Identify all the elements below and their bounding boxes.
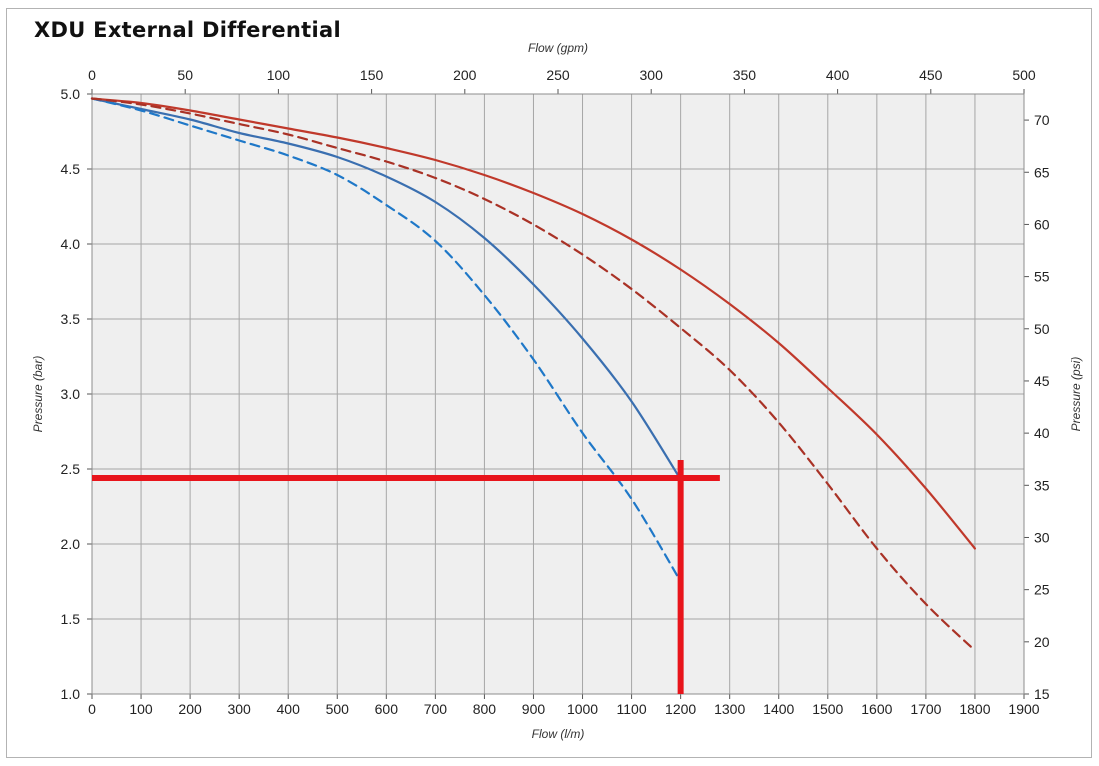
x2-axis-label: Flow (gpm) xyxy=(528,41,588,55)
x2-tick-label: 250 xyxy=(546,67,570,83)
series-line-1 xyxy=(90,97,682,481)
y2-tick-label: 55 xyxy=(1034,269,1050,285)
y-tick-label: 2.0 xyxy=(61,536,81,552)
x-tick-label: 1100 xyxy=(617,701,647,717)
series-lines xyxy=(90,97,976,652)
x-axis-label: Flow (l/m) xyxy=(532,727,585,741)
y-tick-label: 3.5 xyxy=(61,311,81,327)
x2-tick-label: 50 xyxy=(177,67,193,83)
x2-tick-label: 200 xyxy=(453,67,477,83)
x-tick-label: 700 xyxy=(424,701,448,717)
x2-tick-label: 450 xyxy=(919,67,943,83)
y-tick-label: 5.0 xyxy=(61,86,81,102)
y2-tick-label: 70 xyxy=(1034,112,1050,128)
x2-tick-label: 350 xyxy=(733,67,757,83)
x2-tick-label: 150 xyxy=(360,67,384,83)
y2-tick-label: 60 xyxy=(1034,216,1050,232)
x2-tick-label: 300 xyxy=(640,67,664,83)
x-tick-label: 500 xyxy=(326,701,350,717)
operating-point-markers xyxy=(92,460,720,694)
y-tick-label: 1.0 xyxy=(61,686,81,702)
x2-tick-label: 400 xyxy=(826,67,850,83)
x-tick-label: 1700 xyxy=(910,701,941,717)
x2-tick-label: 500 xyxy=(1012,67,1036,83)
x-tick-label: 1500 xyxy=(812,701,843,717)
y2-tick-label: 40 xyxy=(1034,425,1050,441)
y2-tick-label: 50 xyxy=(1034,321,1050,337)
y2-tick-label: 25 xyxy=(1034,582,1050,598)
series-line-3 xyxy=(90,97,976,550)
x-tick-label: 300 xyxy=(227,701,251,717)
x-tick-label: 1000 xyxy=(567,701,598,717)
y-axis-label: Pressure (bar) xyxy=(31,356,45,433)
y-tick-label: 4.5 xyxy=(61,161,81,177)
chart-title: XDU External Differential xyxy=(34,18,341,42)
x-tick-label: 1200 xyxy=(665,701,696,717)
x-tick-label: 200 xyxy=(178,701,202,717)
x-tick-label: 1300 xyxy=(714,701,745,717)
x-tick-label: 1900 xyxy=(1008,701,1039,717)
x-tick-label: 1600 xyxy=(861,701,892,717)
y2-tick-label: 45 xyxy=(1034,373,1050,389)
axis-labels: Flow (l/m) Flow (gpm) Pressure (bar) Pressu… xyxy=(31,41,1083,741)
y2-tick-label: 15 xyxy=(1034,686,1050,702)
y2-tick-label: 30 xyxy=(1034,529,1050,545)
y-tick-label: 3.0 xyxy=(61,386,81,402)
series-line-4 xyxy=(90,97,976,652)
x-tick-label: 400 xyxy=(277,701,301,717)
x-tick-label: 900 xyxy=(522,701,546,717)
x-tick-label: 1400 xyxy=(763,701,794,717)
y-tick-label: 1.5 xyxy=(61,611,81,627)
x2-tick-label: 0 xyxy=(88,67,96,83)
y-tick-label: 2.5 xyxy=(61,461,81,477)
y-tick-label: 4.0 xyxy=(61,236,81,252)
x-tick-label: 100 xyxy=(129,701,153,717)
y2-axis-label: Pressure (psi) xyxy=(1069,357,1083,432)
y2-tick-label: 20 xyxy=(1034,634,1050,650)
plot-border xyxy=(91,93,1025,695)
x-tick-label: 800 xyxy=(473,701,497,717)
x-tick-label: 1800 xyxy=(959,701,990,717)
y2-tick-label: 35 xyxy=(1034,477,1050,493)
series-line-2 xyxy=(90,97,682,583)
x2-tick-label: 100 xyxy=(267,67,291,83)
grid-lines xyxy=(87,89,1029,699)
y2-tick-label: 65 xyxy=(1034,164,1050,180)
x-tick-label: 600 xyxy=(375,701,399,717)
x-tick-label: 0 xyxy=(88,701,96,717)
tick-labels: 0 100 200 300 400 500 600 700 800 900 1000 1100 1200… xyxy=(61,67,1050,717)
